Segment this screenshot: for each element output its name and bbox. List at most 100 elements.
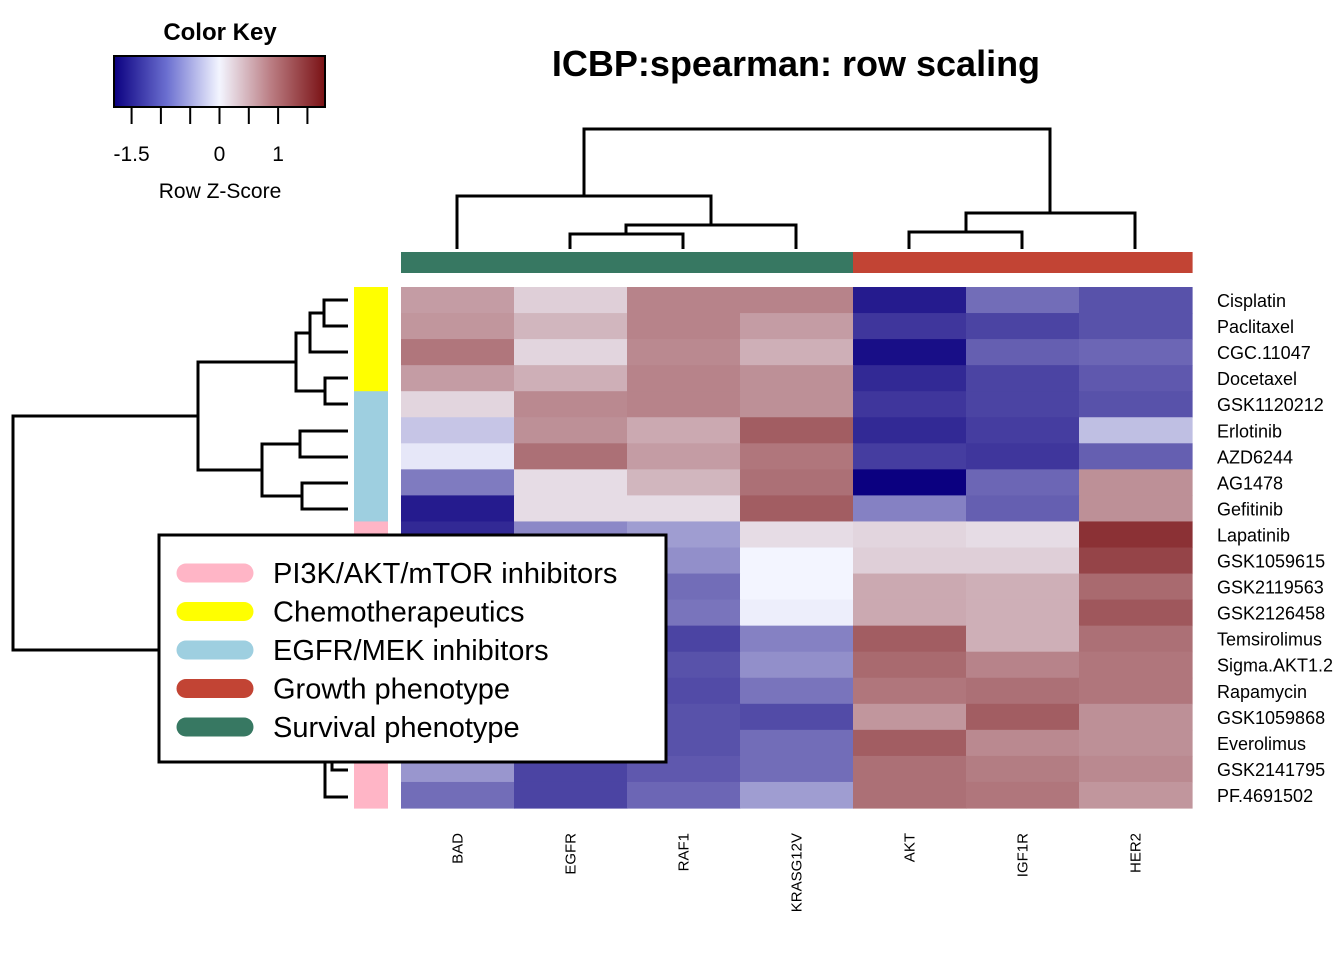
row-labels: Cisplatin Paclitaxel CGC.11047 Docetaxel GSK… bbox=[1217, 291, 1333, 806]
heatmap-cell bbox=[853, 755, 967, 783]
heatmap-cell bbox=[627, 391, 741, 418]
heatmap-cell bbox=[853, 391, 967, 418]
heatmap-cell bbox=[514, 339, 628, 366]
heatmap-cell bbox=[966, 443, 1080, 470]
heatmap-cell bbox=[1079, 625, 1193, 653]
heatmap-cell bbox=[401, 469, 515, 496]
row-side-color bbox=[354, 469, 388, 496]
color-key-tick-label: 1 bbox=[272, 143, 284, 166]
heatmap-cell bbox=[1079, 521, 1193, 549]
column-side-color bbox=[853, 252, 967, 273]
heatmap-cell bbox=[740, 339, 854, 366]
heatmap-cell bbox=[1079, 599, 1193, 627]
heatmap-cell bbox=[514, 469, 628, 496]
column-side-color bbox=[740, 252, 854, 273]
color-key-tick-label: 0 bbox=[214, 143, 226, 166]
column-label: RAF1 bbox=[676, 833, 693, 871]
color-key-axis: -1.5 0 1 bbox=[113, 107, 309, 166]
heatmap-cell bbox=[740, 287, 854, 314]
heatmap-cell bbox=[1079, 703, 1193, 731]
heatmap-cell bbox=[514, 313, 628, 340]
heatmap-cell bbox=[740, 313, 854, 340]
heatmap-cell bbox=[966, 781, 1080, 809]
heatmap-cell bbox=[853, 521, 967, 549]
heatmap-cell bbox=[740, 495, 854, 523]
heatmap-cell bbox=[514, 365, 628, 392]
heatmap-cell bbox=[1079, 287, 1193, 314]
heatmap-cell bbox=[740, 469, 854, 496]
heatmap-cell bbox=[1079, 677, 1193, 705]
color-key-tick-label: -1.5 bbox=[113, 143, 149, 166]
heatmap-cell bbox=[514, 781, 628, 809]
row-side-color bbox=[354, 417, 388, 444]
legend-label: Growth phenotype bbox=[273, 674, 510, 706]
heatmap-cell bbox=[966, 469, 1080, 496]
row-side-color bbox=[354, 495, 388, 523]
heatmap-cell bbox=[740, 573, 854, 601]
heatmap-cell bbox=[514, 391, 628, 418]
row-side-color bbox=[354, 365, 388, 392]
heatmap-cell bbox=[853, 703, 967, 731]
heatmap-cell bbox=[966, 313, 1080, 340]
heatmap-cell bbox=[401, 287, 515, 314]
row-label: Lapatinib bbox=[1217, 526, 1290, 546]
heatmap-cell bbox=[853, 651, 967, 679]
heatmap-cell bbox=[966, 599, 1080, 627]
column-label: EGFR bbox=[563, 833, 580, 875]
heatmap-cell bbox=[853, 287, 967, 314]
heatmap-cell bbox=[853, 781, 967, 809]
heatmap-cell bbox=[853, 625, 967, 653]
row-label: Everolimus bbox=[1217, 734, 1306, 754]
row-label: PF.4691502 bbox=[1217, 786, 1313, 806]
heatmap-cell bbox=[740, 677, 854, 705]
heatmap-cell bbox=[514, 417, 628, 444]
heatmap-cell bbox=[740, 599, 854, 627]
heatmap-cell bbox=[627, 287, 741, 314]
row-label: CGC.11047 bbox=[1217, 343, 1311, 363]
color-key-xlabel: Row Z-Score bbox=[159, 180, 282, 203]
legend: PI3K/AKT/mTOR inhibitors Chemotherapeutic… bbox=[157, 533, 668, 764]
row-label: Sigma.AKT1.2 bbox=[1217, 656, 1333, 676]
heatmap-cell bbox=[966, 651, 1080, 679]
row-label: GSK1059615 bbox=[1217, 552, 1325, 572]
heatmap-cell bbox=[1079, 651, 1193, 679]
color-key-gradient bbox=[113, 55, 326, 108]
legend-label: PI3K/AKT/mTOR inhibitors bbox=[273, 558, 617, 590]
color-key: Color Key -1.5 0 1 Row Z-Score bbox=[113, 19, 326, 203]
heatmap-cell bbox=[401, 495, 515, 523]
heatmap-cell bbox=[853, 599, 967, 627]
row-label: GSK1059868 bbox=[1217, 708, 1325, 728]
heatmap-cell bbox=[966, 729, 1080, 757]
row-label: Temsirolimus bbox=[1217, 630, 1322, 650]
row-label: GSK1120212 bbox=[1217, 395, 1324, 415]
heatmap-cell bbox=[853, 729, 967, 757]
heatmap-cell bbox=[740, 625, 854, 653]
heatmap-cell bbox=[853, 313, 967, 340]
heatmap-cell bbox=[966, 365, 1080, 392]
heatmap-cell bbox=[853, 365, 967, 392]
row-label: Cisplatin bbox=[1217, 291, 1286, 311]
column-label: BAD bbox=[450, 833, 467, 864]
row-label: Paclitaxel bbox=[1217, 317, 1294, 337]
heatmap-cell bbox=[966, 287, 1080, 314]
row-side-color bbox=[354, 391, 388, 418]
heatmap-cell bbox=[514, 495, 628, 523]
row-side-color bbox=[354, 443, 388, 470]
column-labels: BAD EGFR RAF1 KRASG12V AKT IGF1R HER2 bbox=[450, 833, 1145, 912]
heatmap-cell bbox=[740, 651, 854, 679]
column-side-colors bbox=[401, 252, 1193, 273]
heatmap-cell bbox=[514, 287, 628, 314]
heatmap-cell bbox=[853, 469, 967, 496]
heatmap-cell bbox=[1079, 313, 1193, 340]
column-side-color bbox=[966, 252, 1080, 273]
heatmap-cell bbox=[740, 547, 854, 575]
heatmap-cell bbox=[740, 729, 854, 757]
heatmap-cell bbox=[966, 391, 1080, 418]
heatmap-cell bbox=[401, 339, 515, 366]
heatmap-cell bbox=[853, 547, 967, 575]
heatmap-cell bbox=[401, 443, 515, 470]
row-dendrogram bbox=[11, 298, 348, 799]
heatmap-cell bbox=[1079, 495, 1193, 523]
heatmap-cell bbox=[1079, 781, 1193, 809]
row-label: AG1478 bbox=[1217, 473, 1283, 493]
